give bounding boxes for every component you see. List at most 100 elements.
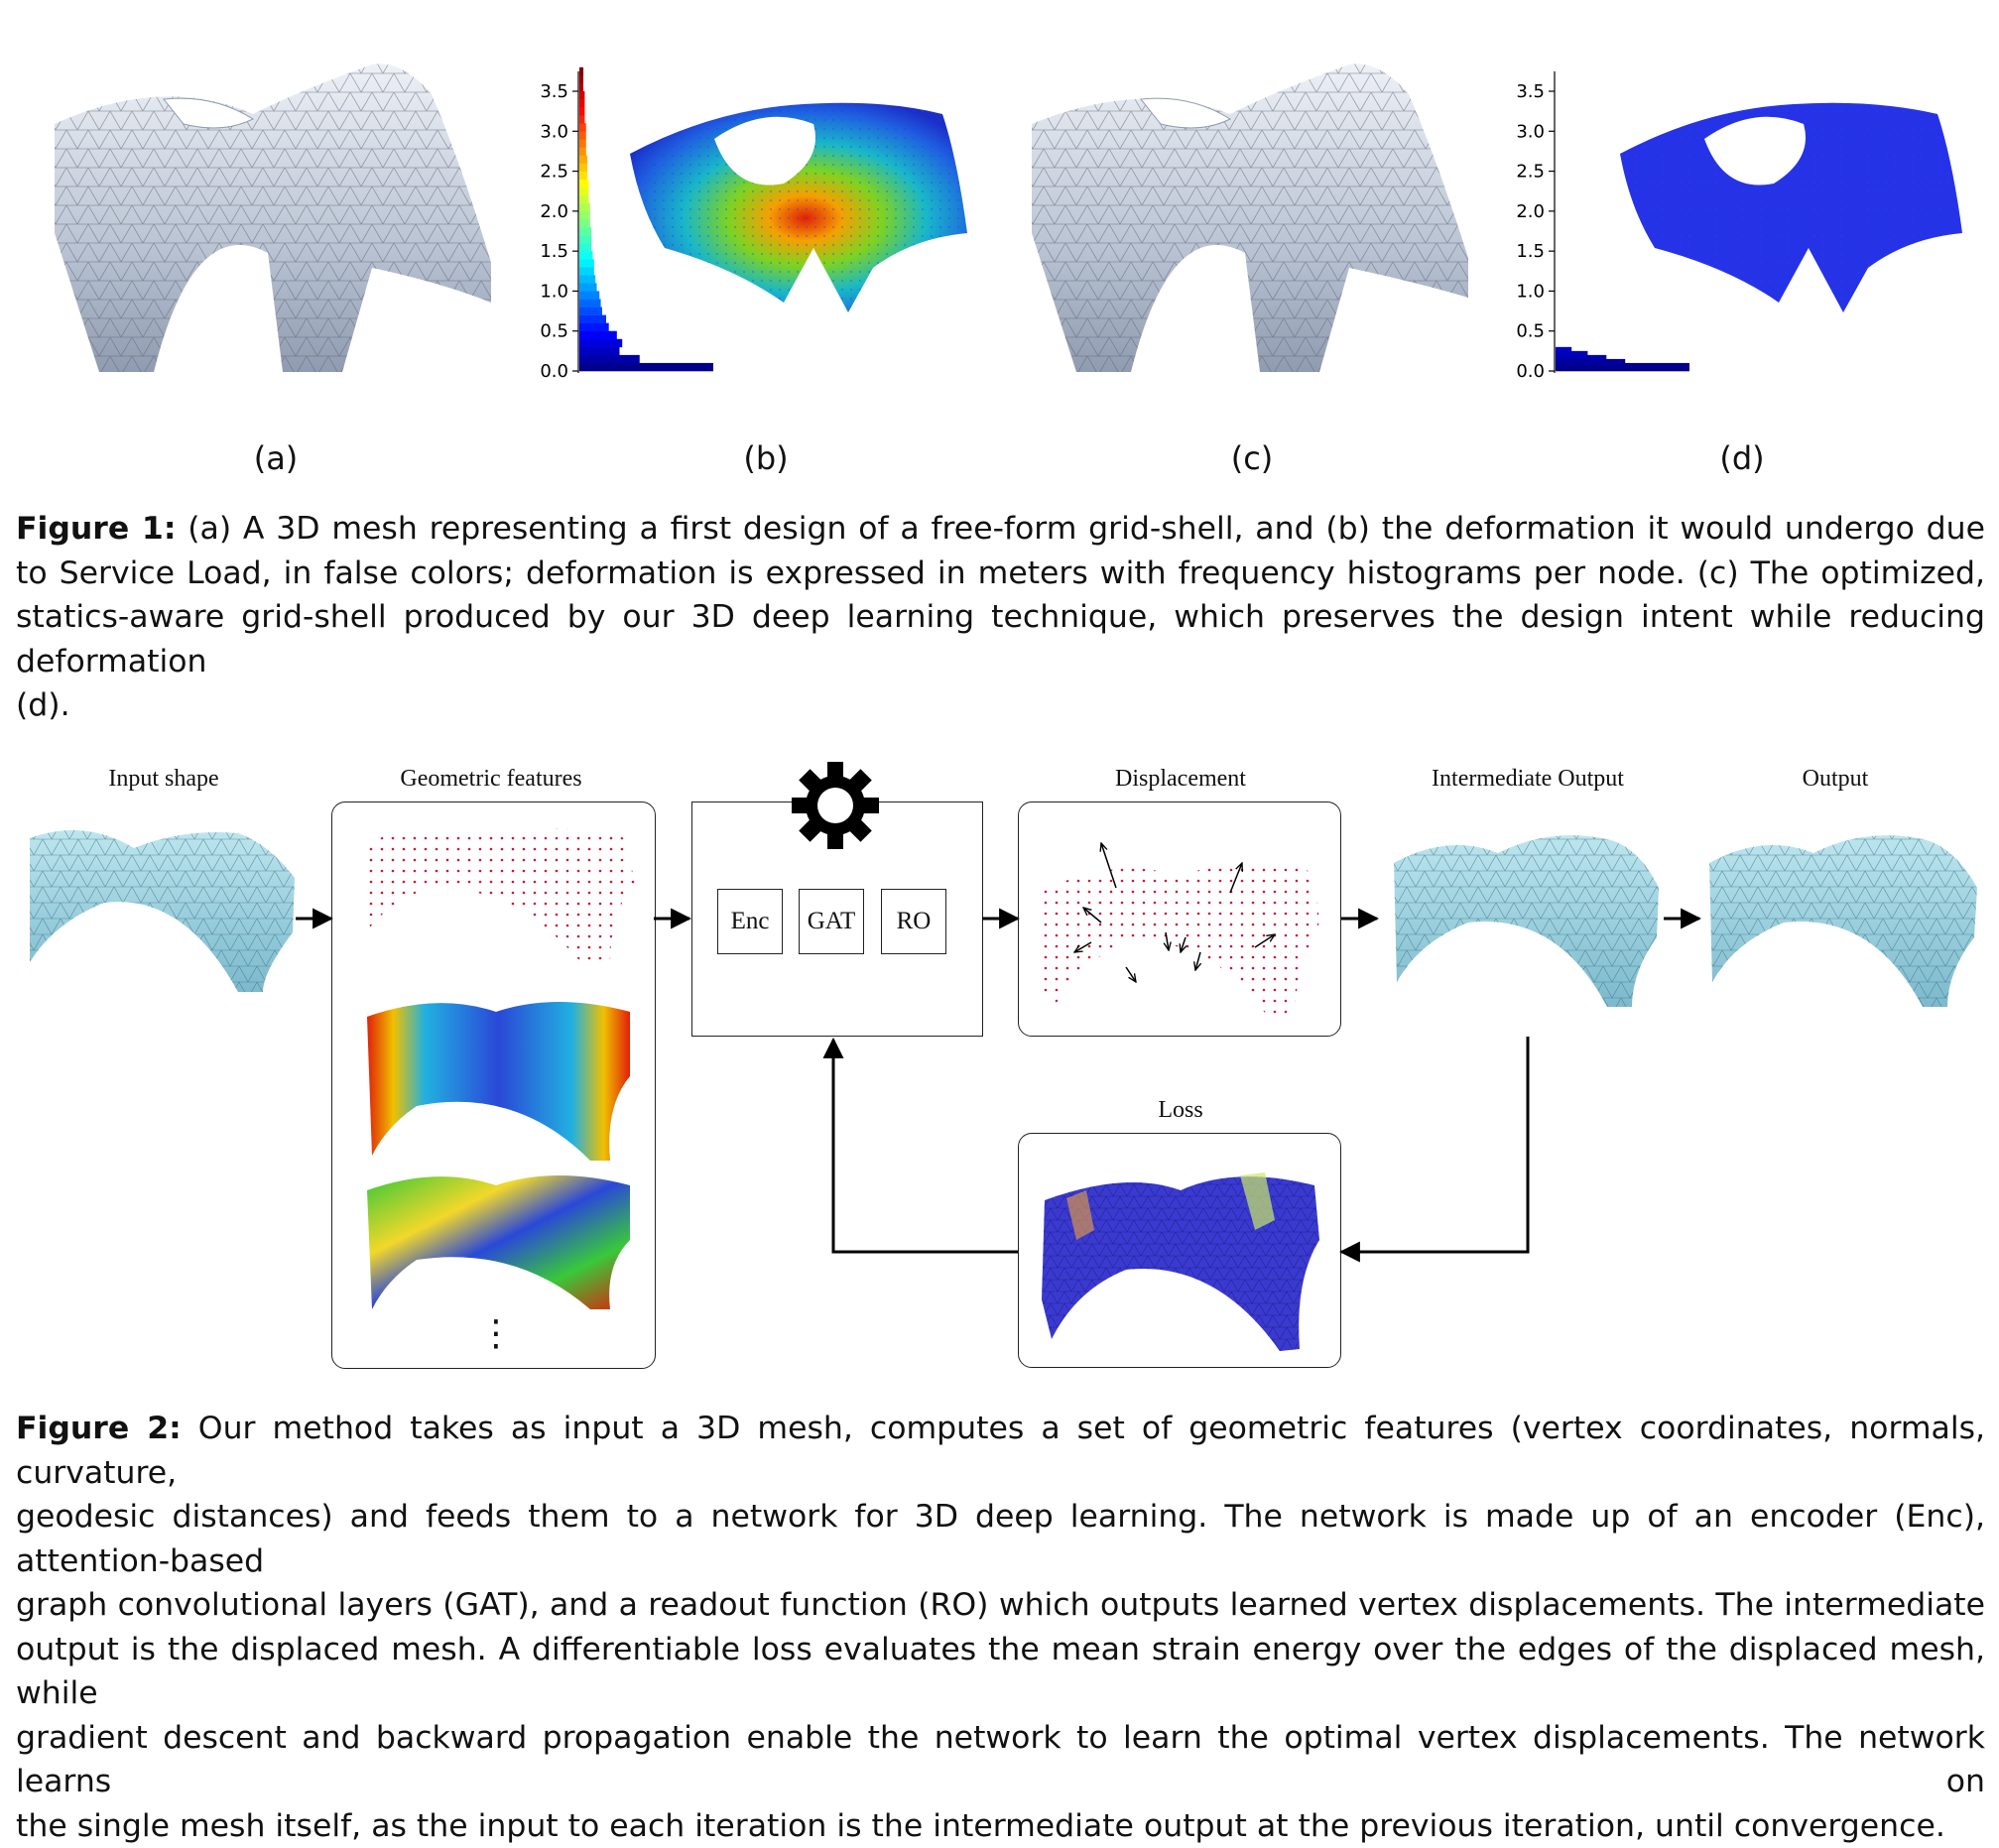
feature-curvature-map: [357, 987, 640, 1166]
y-tick-label: 1.5: [540, 241, 568, 262]
y-tick-label: 2.5: [540, 162, 568, 183]
histogram-bar: [579, 219, 590, 227]
histogram-bar: [579, 107, 584, 115]
flow-arrow: [654, 913, 693, 924]
feedback-loop-arrows: [823, 1032, 1538, 1270]
histogram-bar: [579, 283, 597, 291]
flow-arrow: [1664, 913, 1703, 924]
histogram-bar: [579, 299, 601, 307]
histogram-bar: [579, 275, 595, 283]
histogram-bar: [579, 195, 588, 203]
histogram-bar: [1556, 347, 1571, 351]
figure-1-caption-label: Figure 1:: [16, 511, 176, 547]
feature-point-cloud: [357, 813, 640, 972]
y-tick-label: 1.0: [540, 281, 568, 302]
figure-1-caption-line: statics-aware grid-shell produced by our…: [16, 595, 1985, 683]
y-tick-label: 2.0: [540, 201, 568, 222]
subpanel-label-d: (d): [1702, 439, 1782, 477]
histogram-bar: [579, 83, 583, 91]
histogram-bar: [579, 91, 584, 99]
label-geometric-features: Geometric features: [332, 766, 650, 793]
histogram-bar: [579, 243, 591, 251]
mesh-render-a: [45, 55, 511, 372]
histogram-bar: [579, 259, 594, 267]
label-output: Output: [1726, 766, 1944, 793]
figure-2-caption: Figure 2: Our method takes as input a 3D…: [16, 1407, 1985, 1848]
y-tick-label: 0.5: [1516, 321, 1545, 342]
y-tick-label: 0.5: [540, 321, 568, 342]
histogram-bar: [579, 339, 622, 347]
feature-geodesic-map: [357, 1166, 640, 1314]
gear-icon: [786, 756, 885, 855]
y-tick-label: 3.0: [540, 121, 568, 142]
histogram-bar: [579, 147, 586, 155]
y-tick-label: 2.5: [1516, 162, 1545, 183]
y-tick-label: 3.5: [1516, 81, 1545, 102]
y-tick-label: 1.5: [1516, 241, 1545, 262]
histogram-bar: [579, 347, 620, 355]
figure-2-caption-label: Figure 2:: [16, 1411, 182, 1446]
intermediate-output-mesh: [1389, 823, 1662, 1012]
histogram-bar: [579, 203, 590, 211]
histogram-bar: [579, 180, 588, 187]
histogram-bar: [1556, 367, 1689, 371]
label-intermediate-output: Intermediate Output: [1379, 766, 1677, 793]
flow-arrow: [1341, 913, 1381, 924]
subpanel-label-c: (c): [1212, 439, 1292, 477]
subpanel-label-b: (b): [726, 439, 806, 477]
figure-1-caption: Figure 1: (a) A 3D mesh representing a f…: [16, 507, 1985, 728]
flow-arrow: [296, 913, 335, 924]
histogram-bar: [1556, 355, 1606, 359]
histogram-bar: [579, 131, 586, 139]
histogram-bar: [579, 187, 588, 195]
figure-2-caption-line: the single mesh itself, as the input to …: [16, 1804, 1985, 1848]
histogram-bar: [579, 331, 617, 339]
figure-2-caption-line: graph convolutional layers (GAT), and a …: [16, 1583, 1985, 1628]
deformation-render-b: [625, 99, 967, 317]
y-tick-label: 2.0: [1516, 201, 1545, 222]
input-shape-mesh: [25, 823, 298, 997]
vdots: ⋮: [478, 1314, 514, 1354]
histogram-bar: [579, 355, 640, 363]
y-tick-label: 3.0: [1516, 121, 1545, 142]
figure-1-caption-line: (a) A 3D mesh representing a first desig…: [187, 511, 1985, 547]
figure-1-caption-line: to Service Load, in false colors; deform…: [16, 552, 1985, 596]
histogram-bar: [1556, 363, 1689, 367]
flow-arrow: [982, 913, 1022, 924]
output-mesh: [1704, 823, 1982, 1012]
histogram-bar: [579, 67, 583, 75]
figure-2-caption-line: Our method takes as input a 3D mesh, com…: [16, 1411, 1985, 1491]
histogram-bar: [579, 75, 583, 83]
label-input-shape: Input shape: [40, 766, 288, 793]
histogram-bar: [579, 211, 590, 219]
histogram-bar: [579, 315, 606, 323]
histogram-bar: [1556, 351, 1587, 355]
figure-2-caption-line: geodesic distances) and feeds them to a …: [16, 1495, 1985, 1583]
subpanel-label-a: (a): [236, 439, 315, 477]
mesh-render-c: [1022, 55, 1483, 372]
deformation-render-d: [1615, 99, 1962, 317]
histogram-bar: [579, 363, 713, 371]
histogram-bar: [579, 323, 609, 331]
histogram-bar: [579, 267, 594, 275]
y-tick-label: 0.0: [1516, 361, 1545, 382]
histogram-bar: [579, 139, 586, 147]
histogram-bar: [579, 164, 587, 172]
histogram-bar: [579, 99, 584, 107]
histogram-bar: [579, 235, 591, 243]
figure-2-caption-line: gradient descent and backward propagatio…: [16, 1716, 1985, 1804]
histogram-bar: [579, 251, 593, 259]
histogram-bar: [1556, 359, 1625, 363]
histogram-bar: [579, 123, 586, 131]
gat-block: GAT: [799, 889, 864, 954]
histogram-bar: [579, 308, 602, 315]
figure-2-caption-line: output is the displaced mesh. A differen…: [16, 1628, 1985, 1716]
label-displacement: Displacement: [1017, 766, 1344, 793]
enc-block: Enc: [717, 889, 783, 954]
histogram-bar: [579, 155, 587, 163]
histogram-bar: [579, 172, 587, 180]
histogram-bar: [579, 115, 584, 123]
histogram-bar: [579, 291, 599, 299]
y-tick-label: 0.0: [540, 361, 568, 382]
histogram-bar: [579, 227, 591, 235]
